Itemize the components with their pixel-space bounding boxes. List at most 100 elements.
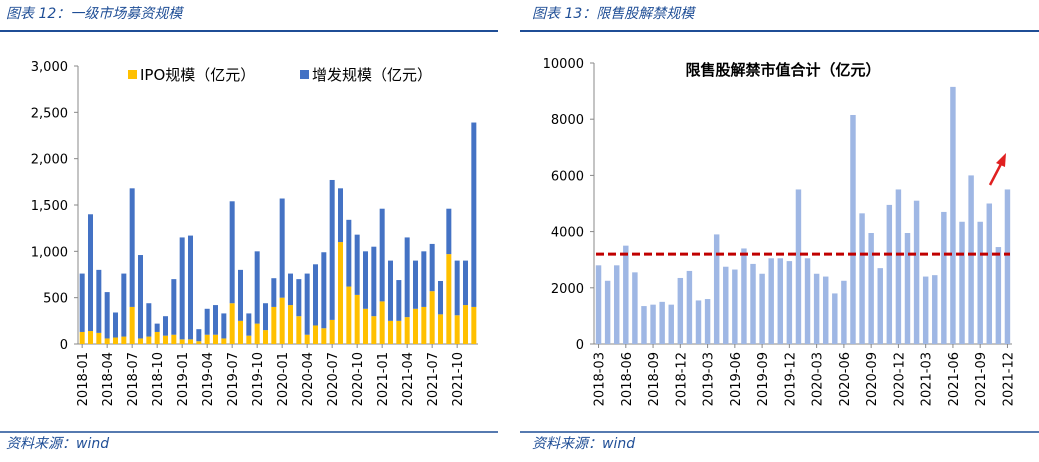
bar <box>271 278 277 307</box>
bar <box>995 247 1002 344</box>
bar <box>463 305 468 344</box>
bar <box>163 335 168 344</box>
y-tick-label: 2,000 <box>31 153 68 168</box>
bar <box>104 338 110 344</box>
bar <box>363 308 368 344</box>
bar <box>79 273 85 332</box>
bar <box>371 246 377 317</box>
bar <box>454 315 460 344</box>
bar <box>1004 189 1011 344</box>
bar <box>438 314 443 344</box>
bar <box>321 252 327 329</box>
bar <box>471 306 477 344</box>
bar <box>113 337 118 344</box>
bar <box>104 292 110 339</box>
x-tick-label: 2019-07 <box>226 352 241 406</box>
bar <box>179 237 185 340</box>
x-tick-label: 2018-03 <box>593 352 608 406</box>
x-tick-label: 2018-09 <box>647 352 662 406</box>
bar <box>668 304 674 344</box>
bar <box>79 331 85 344</box>
bar <box>868 233 874 344</box>
bar <box>822 276 829 344</box>
bar <box>188 235 193 340</box>
bar <box>404 317 410 344</box>
bar <box>632 272 638 344</box>
bar <box>396 320 402 344</box>
bar <box>677 277 684 344</box>
x-tick-label: 2019-06 <box>729 352 744 406</box>
bar <box>804 258 811 344</box>
bar <box>246 335 252 344</box>
x-tick-label: 2020-04 <box>301 352 316 406</box>
x-tick-label: 2019-09 <box>756 352 771 406</box>
bar <box>650 304 656 344</box>
bar <box>741 248 747 344</box>
bar <box>138 255 143 339</box>
bar <box>429 291 435 344</box>
bar <box>271 306 277 344</box>
bar <box>88 214 93 332</box>
bar <box>968 175 974 344</box>
bar <box>296 316 302 344</box>
bar <box>950 86 956 344</box>
y-tick-label: 1,000 <box>31 245 68 260</box>
x-tick-label: 2019-01 <box>176 352 191 406</box>
bar <box>196 341 202 344</box>
bar <box>154 331 160 344</box>
bar <box>768 258 774 344</box>
y-tick-label: 2,500 <box>31 106 68 121</box>
bar <box>695 300 702 344</box>
bar <box>163 316 168 336</box>
y-tick-label: 2000 <box>551 282 584 297</box>
bar <box>113 312 118 338</box>
x-tick-label: 2021-09 <box>974 352 989 406</box>
legend-label: 增发规模（亿元） <box>312 66 432 84</box>
bar <box>146 303 152 337</box>
y-tick-label: 0 <box>60 338 68 353</box>
bar <box>304 273 310 335</box>
bar <box>421 306 427 344</box>
bar <box>904 233 911 344</box>
bar <box>263 330 268 344</box>
x-tick-label: 2020-10 <box>351 352 366 406</box>
bar <box>759 273 765 344</box>
bar <box>329 319 335 344</box>
bar <box>777 258 784 344</box>
source: 资料来源：wind <box>532 436 635 452</box>
bar <box>786 261 793 344</box>
y-tick-label: 6000 <box>551 169 584 184</box>
legend-label: IPO规模（亿元） <box>140 66 255 84</box>
bar <box>841 280 847 344</box>
x-tick-label: 2020-01 <box>276 352 291 406</box>
bar <box>229 201 235 304</box>
x-tick-label: 2019-10 <box>251 352 266 406</box>
bar <box>138 338 143 344</box>
bar <box>388 320 393 344</box>
x-tick-label: 2020-12 <box>892 352 907 406</box>
bar <box>604 280 611 344</box>
x-tick-label: 2021-10 <box>451 352 466 406</box>
x-tick-label: 2021-06 <box>947 352 962 406</box>
bar <box>813 273 820 344</box>
bar <box>959 221 965 344</box>
x-tick-label: 2021-03 <box>920 352 935 406</box>
y-tick-label: 10000 <box>543 57 584 72</box>
bar <box>213 305 218 335</box>
bar <box>886 204 893 344</box>
bar <box>613 265 620 344</box>
bar <box>146 336 152 344</box>
bar <box>832 293 838 344</box>
bar <box>977 221 983 344</box>
bar <box>304 334 310 344</box>
bar <box>732 269 738 344</box>
bar <box>438 280 443 315</box>
bar <box>121 336 127 344</box>
bar <box>623 245 629 344</box>
bar <box>795 189 802 344</box>
bar <box>221 313 227 339</box>
x-tick-label: 2020-09 <box>865 352 880 406</box>
bar <box>129 188 135 307</box>
bar <box>121 273 127 337</box>
